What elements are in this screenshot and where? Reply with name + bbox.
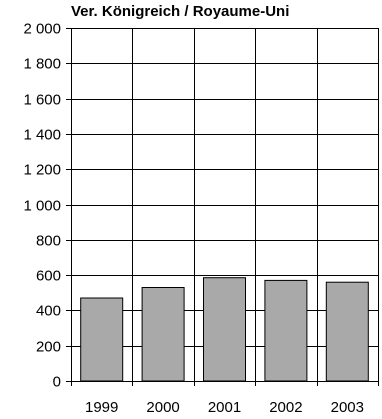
x-tick-label: 2001: [208, 399, 241, 416]
bar-2001: [203, 277, 246, 382]
grid: [71, 28, 379, 381]
bar-1999: [80, 297, 124, 382]
y-tick-label: 1 000: [23, 198, 61, 215]
x-tick-label: 2003: [331, 399, 364, 416]
y-tick-label: 200: [36, 339, 61, 356]
chart-title: Ver. Königreich / Royaume-Uni: [71, 3, 289, 20]
y-tick-label: 1 800: [23, 56, 61, 73]
bar-2002: [264, 279, 308, 382]
y-tick-label: 1 600: [23, 92, 61, 109]
x-tick-label: 2002: [269, 399, 302, 416]
y-tick-label: 1 400: [23, 127, 61, 144]
x-tick-label: 1999: [85, 399, 118, 416]
y-tick-label: 400: [36, 303, 61, 320]
y-tick-label: 0: [53, 374, 61, 391]
y-tick-label: 2 000: [23, 21, 61, 38]
bars: [80, 277, 369, 382]
bar-2003: [325, 281, 369, 382]
axes: [66, 28, 379, 386]
y-tick-label: 600: [36, 268, 61, 285]
y-tick-label: 800: [36, 233, 61, 250]
y-axis-tick-labels: 0 200 400 600 800 1 000 1 200 1 400 1 600 1 800 2 …: [23, 21, 61, 391]
x-axis-tick-labels: 1999 2000 2001 2002 2003: [85, 399, 364, 416]
y-tick-label: 1 200: [23, 162, 61, 179]
x-tick-label: 2000: [146, 399, 179, 416]
bar-2000: [141, 287, 185, 382]
